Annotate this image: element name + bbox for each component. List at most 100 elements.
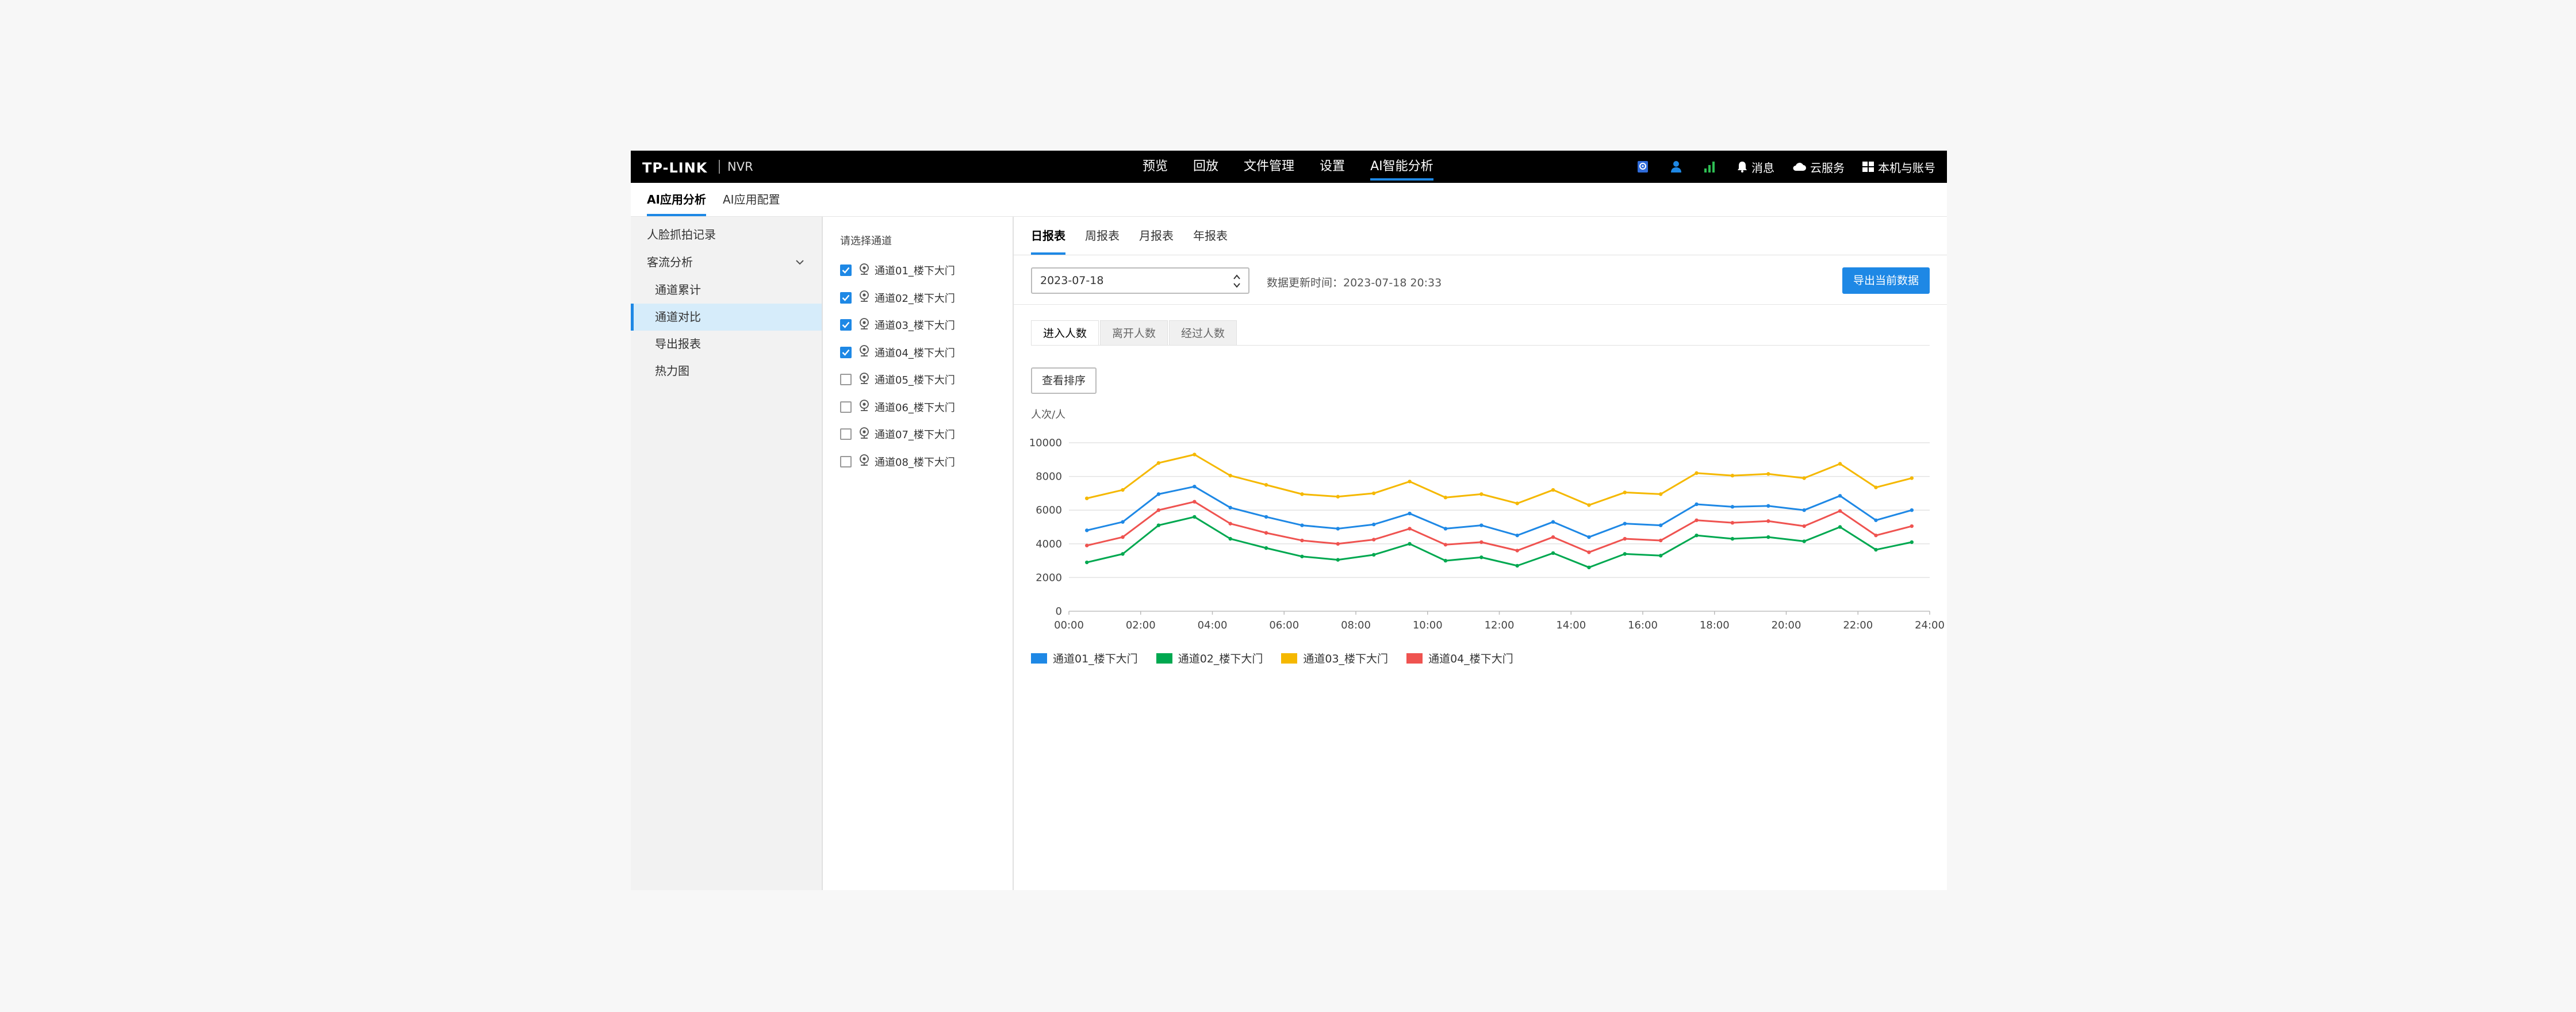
camera-icon [858,454,870,469]
check-icon [842,267,850,274]
nav-file-management[interactable]: 文件管理 [1244,159,1295,174]
channel-item[interactable]: 通道05_楼下大门 [840,371,955,388]
nav-ai-analysis[interactable]: AI智能分析 [1370,151,1433,183]
nav-preview[interactable]: 预览 [1143,159,1168,174]
cloud-service-label: 云服务 [1810,160,1845,175]
export-data-button[interactable]: 导出当前数据 [1842,267,1930,294]
storage-tool[interactable] [1636,160,1653,174]
channel-item[interactable]: 通道03_楼下大门 [840,316,955,334]
sidebar-item-channel-cumulative[interactable]: 通道累计 [631,277,822,304]
sidebar-item-face-capture[interactable]: 人脸抓拍记录 [631,221,822,248]
channel-checkbox[interactable] [840,264,852,276]
header-tools: 消息 云服务 本机与账号 [1619,151,1935,183]
legend-label: 通道04_楼下大门 [1428,653,1513,665]
data-point [1371,491,1376,496]
tab-yearly-report[interactable]: 年报表 [1193,229,1228,243]
legend-swatch [1031,653,1047,664]
channel-checkbox[interactable] [840,292,852,304]
spinner-arrows-icon[interactable] [1232,271,1241,292]
brand-logo: TP-LINK [642,160,708,176]
channel-checkbox[interactable] [840,401,852,413]
channel-item[interactable]: 通道02_楼下大门 [840,289,955,306]
report-tabs: 日报表 周报表 月报表 年报表 [1014,217,1947,255]
sidebar-item-label: 通道累计 [655,283,701,297]
sidebar-item-export-report[interactable]: 导出报表 [631,331,822,358]
user-icon [1671,161,1681,172]
sidebar: 人脸抓拍记录 客流分析 通道累计 通道对比 导出报表 热力图 [631,217,823,890]
nav-settings[interactable]: 设置 [1320,159,1346,174]
chevron-down-icon [796,260,804,265]
data-point [1336,542,1340,546]
tab-monthly-report[interactable]: 月报表 [1139,229,1174,243]
sidebar-item-label: 客流分析 [647,255,693,269]
data-point [1264,515,1268,519]
channel-item[interactable]: 通道04_楼下大门 [840,344,955,361]
data-point [1121,488,1125,492]
data-point [1515,501,1519,505]
date-picker[interactable]: 2023-07-18 [1031,267,1249,294]
x-tick-label: 14:00 [1556,619,1586,631]
data-point [1730,536,1735,541]
legend-swatch [1406,653,1423,664]
tab-weekly-report[interactable]: 周报表 [1085,229,1120,243]
sidebar-item-label: 通道对比 [655,310,701,324]
y-tick-label: 8000 [1036,471,1062,483]
sidebar-item-traffic-analysis[interactable]: 客流分析 [631,249,822,276]
legend-item[interactable]: 通道02_楼下大门 [1156,650,1263,666]
data-point [1443,527,1448,531]
messages-button[interactable]: 消息 [1736,159,1774,175]
data-point [1910,524,1914,528]
x-tick-label: 24:00 [1915,619,1945,631]
cloud-service-button[interactable]: 云服务 [1792,159,1845,175]
data-point [1336,558,1340,562]
tab-entering-count[interactable]: 进入人数 [1031,320,1099,346]
line-chart: 人次/人 0 2000 4000 6000 8000 10000 00:00 02:00 04:0… [1029,409,1945,631]
data-point [1300,523,1304,527]
tab-leaving-count[interactable]: 离开人数 [1100,320,1168,346]
channel-checkbox[interactable] [840,346,852,358]
channel-label: 通道04_楼下大门 [875,347,955,359]
report-panel: 日报表 周报表 月报表 年报表 2023-07-18 数据更新时间：2023-0… [1014,217,1947,890]
sidebar-item-channel-compare[interactable]: 通道对比 [631,304,822,331]
account-button[interactable]: 本机与账号 [1862,159,1935,175]
check-icon [842,294,850,301]
messages-label: 消息 [1751,160,1774,175]
channel-checkbox[interactable] [840,428,852,440]
channel-item[interactable]: 通道06_楼下大门 [840,398,955,416]
data-point [1587,503,1591,507]
data-point [1228,522,1232,526]
tab-ai-app-analysis[interactable]: AI应用分析 [647,183,706,216]
sidebar-item-label: 人脸抓拍记录 [647,228,716,241]
tab-ai-app-config[interactable]: AI应用配置 [723,193,780,206]
channel-checkbox[interactable] [840,374,852,385]
legend-item[interactable]: 通道03_楼下大门 [1281,650,1388,666]
view-ranking-button[interactable]: 查看排序 [1031,367,1097,394]
grid-icon [1862,162,1874,172]
x-tick-label: 12:00 [1485,619,1515,631]
data-point [1874,518,1878,522]
channel-item[interactable]: 通道07_楼下大门 [840,425,955,443]
data-point [1658,538,1663,543]
nav-playback[interactable]: 回放 [1193,159,1219,174]
data-point [1443,543,1448,547]
data-point [1228,536,1232,541]
data-point [1587,565,1591,570]
channel-checkbox[interactable] [840,455,852,467]
network-tool[interactable] [1703,160,1719,174]
tab-daily-report[interactable]: 日报表 [1031,217,1065,255]
tab-passing-count[interactable]: 经过人数 [1169,320,1237,346]
camera-icon [858,372,870,388]
user-tool[interactable] [1670,160,1686,174]
channel-checkbox[interactable] [840,319,852,331]
data-point [1838,462,1842,466]
channel-item[interactable]: 通道08_楼下大门 [840,453,955,470]
app-window: TP-LINK NVR 预览 回放 文件管理 设置 AI智能分析 消息 [631,151,1947,890]
sidebar-item-heatmap[interactable]: 热力图 [631,358,822,385]
data-point [1408,480,1412,484]
channel-item[interactable]: 通道01_楼下大门 [840,262,955,279]
disk-icon [1638,161,1648,172]
check-icon [842,321,850,328]
camera-icon [858,263,870,278]
legend-item[interactable]: 通道04_楼下大门 [1406,650,1513,666]
legend-item[interactable]: 通道01_楼下大门 [1031,650,1138,666]
